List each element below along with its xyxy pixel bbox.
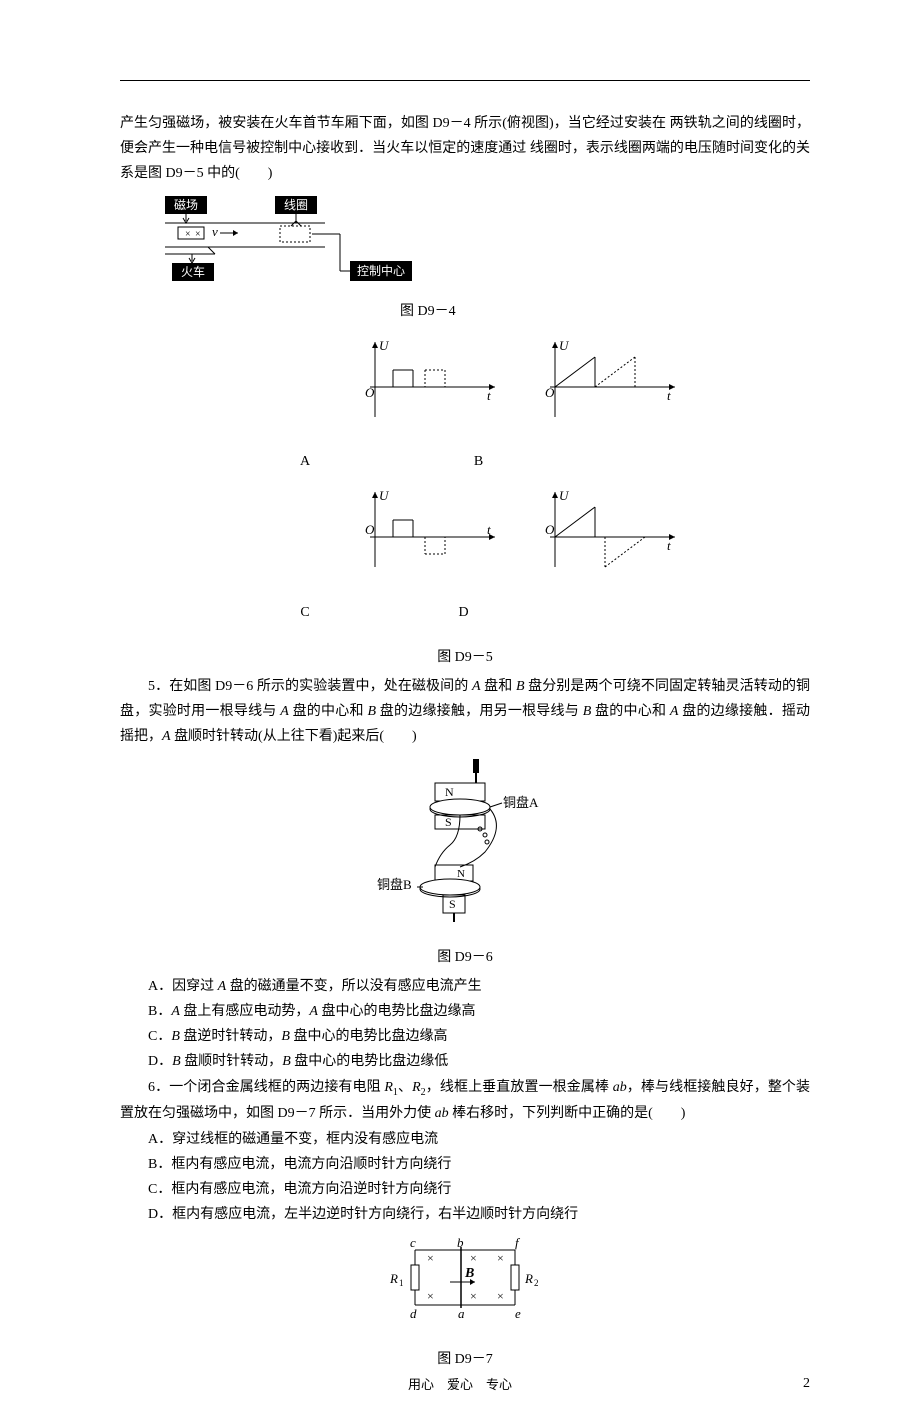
- header-rule: [120, 80, 810, 81]
- train-label: 火车: [181, 264, 205, 279]
- svg-text:O: O: [545, 522, 555, 537]
- caption-d9-7: 图 D9－7: [120, 1347, 810, 1372]
- label-B: B: [394, 449, 564, 474]
- svg-text:R: R: [524, 1271, 533, 1286]
- caption-d9-5: 图 D9－5: [120, 645, 810, 670]
- diagram-d9-4: 磁场 线圈 × × v 火车 控制中心: [160, 191, 810, 295]
- q6-opt-b: B．框内有感应电流，电流方向沿顺时针方向绕行: [120, 1152, 810, 1177]
- diagram-d9-6: N S 铜盘A N S 铜盘B: [120, 757, 810, 936]
- svg-text:×: ×: [427, 1251, 434, 1265]
- caption-d9-6: 图 D9－6: [120, 945, 810, 970]
- v-label: v: [212, 224, 218, 239]
- svg-text:e: e: [515, 1306, 521, 1321]
- svg-text:O: O: [365, 522, 375, 537]
- disk-b-label: 铜盘B: [377, 877, 412, 892]
- svg-text:S: S: [449, 897, 456, 911]
- q6-text: 6．一个闭合金属线框的两边接有电阻 R1、R2，线框上垂直放置一根金属棒 ab，…: [120, 1075, 810, 1127]
- q5-l3d: 盘顺时针转动(从上往下看)起来后( ): [174, 729, 417, 744]
- q5-opt-c: C．B 盘逆时针转动，B 盘中心的电势比盘边缘高: [120, 1024, 810, 1049]
- coil-label: 线圈: [284, 198, 308, 212]
- svg-text:d: d: [410, 1306, 417, 1321]
- q5-l3a: 线与: [551, 704, 579, 719]
- page-number: 2: [803, 1371, 810, 1396]
- q5-m1: 盘和: [484, 679, 512, 694]
- q5-opt-d: D．B 盘顺时针转动，B 盘中心的电势比盘边缘低: [120, 1049, 810, 1074]
- charts-svg-row1: U t O U t O: [335, 332, 695, 432]
- label-C: C: [220, 600, 390, 625]
- svg-text:×: ×: [497, 1251, 504, 1265]
- svg-text:U: U: [379, 338, 390, 353]
- q5-m2: 盘分别是两个可绕不同固: [528, 679, 683, 694]
- svg-text:×: ×: [427, 1289, 434, 1303]
- label-A: A: [220, 449, 390, 474]
- q5-opt-b: B．A 盘上有感应电动势，A 盘中心的电势比盘边缘高: [120, 999, 810, 1024]
- svg-text:N: N: [457, 868, 465, 880]
- svg-text:1: 1: [399, 1278, 404, 1288]
- q5-p: 5．在如图 D9－6 所示的实验装置中，处在磁极间的: [148, 679, 468, 694]
- charts-svg-row2: U t O U t O: [335, 482, 695, 582]
- svg-text:R: R: [389, 1271, 398, 1286]
- svg-text:t: t: [487, 388, 491, 403]
- svg-text:B: B: [464, 1266, 474, 1281]
- p1-l1: 产生匀强磁场，被安装在火车首节车厢下面，如图 D9－4 所示(俯视图)，当它经过…: [120, 116, 666, 131]
- svg-text:c: c: [410, 1235, 416, 1250]
- d9-7-svg: c b f d a e R1 R2 B × × × × × ×: [375, 1235, 555, 1330]
- q5-opt-a: A．因穿过 A 盘的磁通量不变，所以没有感应电流产生: [120, 974, 810, 999]
- svg-text:U: U: [379, 488, 390, 503]
- q5-l2c: 盘的边缘接触，用另一根导: [380, 704, 551, 719]
- label-D: D: [394, 600, 534, 625]
- q5-l3b: 盘的中心和: [595, 704, 666, 719]
- q6-opt-a: A．穿过线框的磁通量不变，框内没有感应电流: [120, 1127, 810, 1152]
- disk-a-label: 铜盘A: [503, 795, 539, 810]
- svg-text:×: ×: [470, 1251, 477, 1265]
- svg-text:O: O: [365, 385, 375, 400]
- svg-text:U: U: [559, 488, 570, 503]
- svg-text:S: S: [445, 815, 452, 829]
- d9-6-svg: N S 铜盘A N S 铜盘B: [365, 757, 565, 927]
- svg-text:2: 2: [534, 1278, 539, 1288]
- paragraph-1: 产生匀强磁场，被安装在火车首节车厢下面，如图 D9－4 所示(俯视图)，当它经过…: [120, 111, 810, 187]
- charts-row2: U t O U t O: [220, 482, 810, 591]
- svg-text:O: O: [545, 385, 555, 400]
- svg-text:×: ×: [497, 1289, 504, 1303]
- q5-l2b: 盘的中心和: [293, 704, 364, 719]
- svg-text:N: N: [445, 785, 454, 799]
- diagram-d9-7: c b f d a e R1 R2 B × × × × × ×: [120, 1235, 810, 1339]
- footer-text: 用心 爱心 专心: [0, 1373, 920, 1396]
- svg-text:t: t: [487, 522, 491, 537]
- field-label: 磁场: [174, 197, 198, 212]
- x1: ×: [185, 229, 191, 240]
- svg-text:f: f: [515, 1235, 521, 1250]
- train-diagram-svg: 磁场 线圈 × × v 火车 控制中心: [160, 191, 420, 286]
- svg-text:t: t: [667, 538, 671, 553]
- x2: ×: [195, 229, 201, 240]
- svg-text:t: t: [667, 388, 671, 403]
- labels-row1: A B: [220, 449, 810, 474]
- svg-text:×: ×: [470, 1289, 477, 1303]
- control-label: 控制中心: [357, 263, 405, 278]
- q6-opt-c: C．框内有感应电流，电流方向沿逆时针方向绕行: [120, 1177, 810, 1202]
- labels-row2: C D: [220, 600, 810, 625]
- q6-opt-d: D．框内有感应电流，左半边逆时针方向绕行，右半边顺时针方向绕行: [120, 1202, 810, 1227]
- svg-text:a: a: [458, 1306, 465, 1321]
- svg-text:U: U: [559, 338, 570, 353]
- q5-text: 5．在如图 D9－6 所示的实验装置中，处在磁极间的 A 盘和 B 盘分别是两个…: [120, 674, 810, 750]
- charts-row1: U t O U t O: [220, 332, 810, 441]
- caption-d9-4: 图 D9－4: [400, 299, 810, 324]
